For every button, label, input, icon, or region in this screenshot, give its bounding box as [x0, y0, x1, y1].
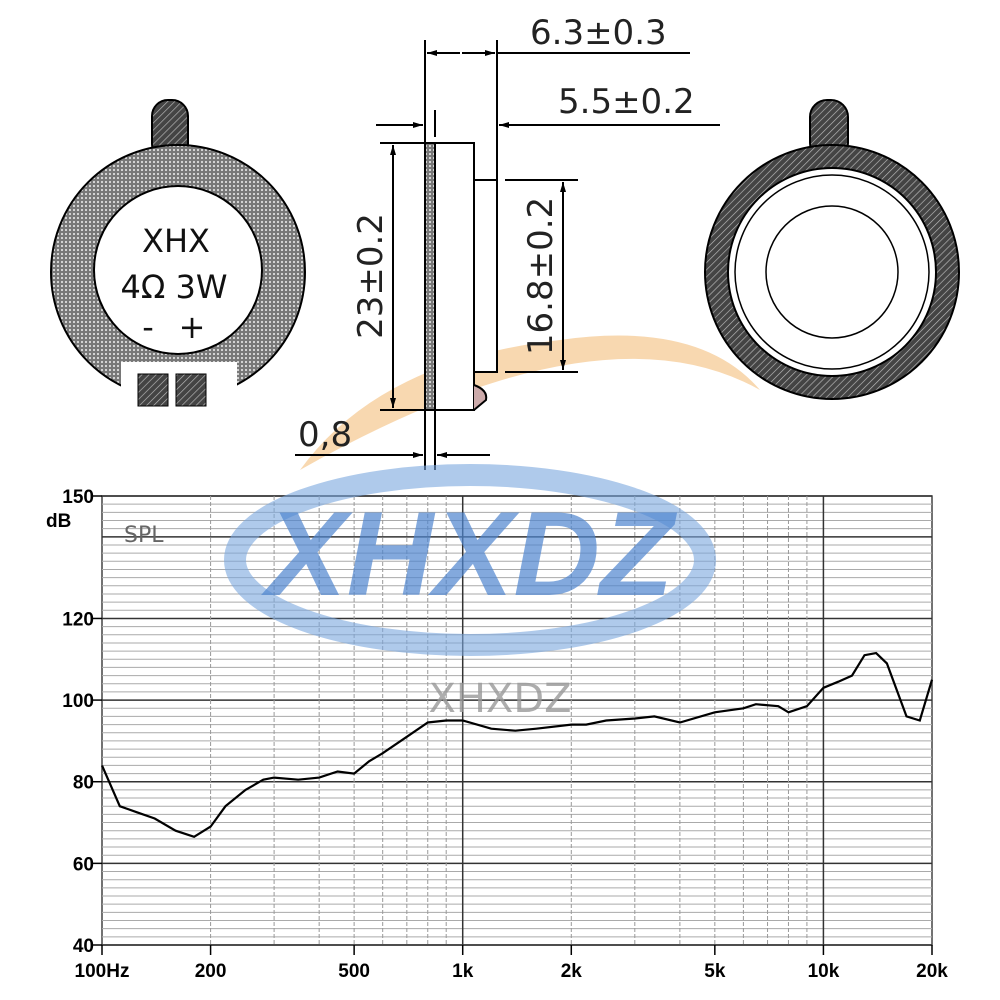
x-tick-label: 2k — [561, 961, 583, 982]
speaker-side-view — [295, 40, 720, 470]
x-tick-label: 20k — [916, 961, 948, 982]
chart-grid — [101, 495, 933, 946]
dim-boss-diameter: 16.8±0.2 — [521, 197, 561, 355]
y-tick-label: 100 — [62, 691, 94, 712]
speaker-front-view: XHX 4Ω 3W - + — [50, 99, 306, 407]
x-tick-label: 100Hz — [75, 961, 130, 982]
spl-curve — [100, 651, 934, 839]
chart-title: SPL — [124, 523, 164, 548]
x-tick-label: 500 — [338, 961, 370, 982]
y-tick-label: 120 — [62, 609, 94, 630]
y-axis-label: dB — [46, 511, 71, 532]
dim-total-depth: 6.3±0.3 — [530, 13, 667, 53]
x-tick-label: 200 — [195, 961, 227, 982]
watermark-small: XHXDZ — [428, 676, 571, 722]
y-tick-label: 40 — [73, 936, 94, 957]
spl-chart: XHXDZ XHXDZ SPL dB 150 120 100 80 60 40 100Hz… — [46, 464, 948, 982]
y-tick-label: 150 — [62, 487, 94, 508]
plus-label: + — [179, 308, 206, 346]
speaker-back-view — [704, 99, 960, 400]
brand-label: XHX — [142, 222, 210, 260]
x-tick-label: 5k — [704, 961, 726, 982]
minus-label: - — [142, 308, 154, 346]
watermark-text: XHXDZ — [261, 487, 678, 621]
y-tick-label: 80 — [73, 773, 94, 794]
terminal-minus — [137, 373, 169, 407]
y-ticks: 150 120 100 80 60 40 — [62, 487, 102, 957]
x-tick-label: 1k — [452, 961, 474, 982]
dim-outer-diameter: 23±0.2 — [351, 213, 391, 339]
dim-body-depth: 5.5±0.2 — [558, 82, 695, 122]
x-ticks: 100Hz 200 500 1k 2k 5k 10k 20k — [75, 945, 948, 982]
terminal-plus — [175, 373, 207, 407]
watermark-logo: XHXDZ — [224, 464, 716, 656]
spec-label: 4Ω 3W — [121, 268, 228, 306]
x-tick-label: 10k — [808, 961, 840, 982]
y-tick-label: 60 — [73, 854, 94, 875]
dim-plate-thickness: 0,8 — [298, 415, 352, 455]
